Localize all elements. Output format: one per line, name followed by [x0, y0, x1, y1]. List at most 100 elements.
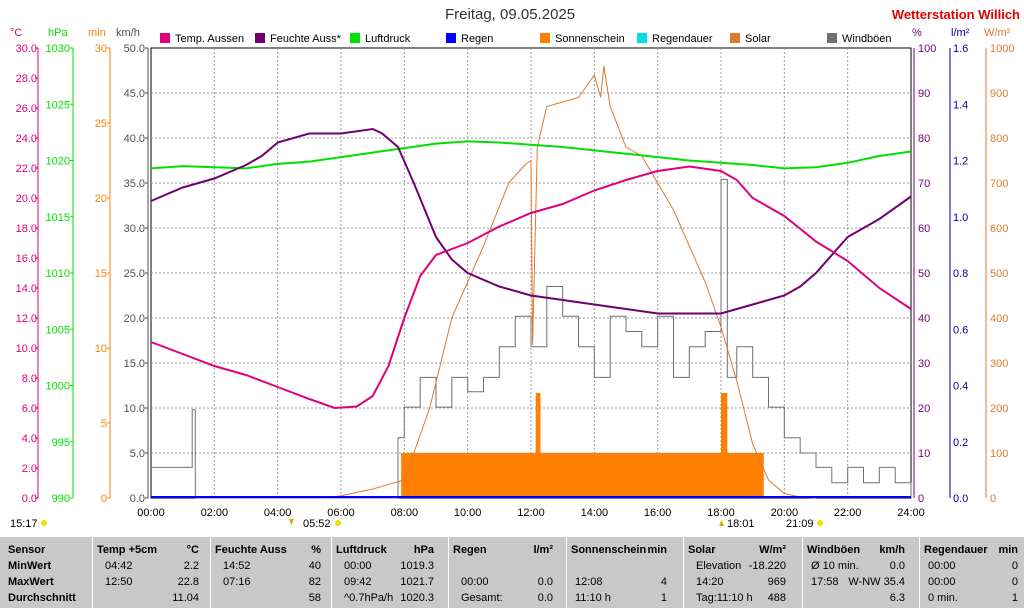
stats-unit: °C: [186, 544, 199, 556]
stats-value: 1019.3: [400, 560, 434, 572]
legend-label: Regendauer: [652, 33, 713, 45]
stats-value: 4: [660, 576, 667, 588]
axis-tick-temp: 0.0: [22, 493, 37, 505]
stats-unit: min: [998, 544, 1018, 556]
axis-tick-humidity: 70: [918, 178, 930, 190]
stats-unit: min: [647, 544, 667, 556]
axis-tick-temp: 2.0: [22, 463, 37, 475]
stats-col-rainduration: Regendauer min 00:00 0 00:00 0 0 min. 1: [919, 537, 1024, 608]
axis-tick-pressure: 990: [52, 493, 70, 505]
station-name: Wetterstation Willich: [891, 7, 1020, 22]
stats-unit: W/m²: [759, 544, 786, 556]
axis-tick-temp: 8.0: [22, 373, 37, 385]
legend-label: Solar: [745, 33, 771, 45]
axis-tick-humidity: 100: [918, 43, 936, 55]
x-axis-tick: 00:00: [137, 507, 165, 519]
axis-tick-temp: 10.0: [16, 343, 37, 355]
axis-tick-solar: 400: [990, 313, 1008, 325]
axis-tick-minutes: 0: [101, 493, 107, 505]
axis-tick-temp: 30.0: [16, 43, 37, 55]
series-sonnenschein-area: [401, 393, 764, 498]
sun-icon: [41, 520, 47, 526]
x-axis-tick: 22:00: [834, 507, 862, 519]
axis-tick-humidity: 80: [918, 133, 930, 145]
legend-label: Regen: [461, 33, 493, 45]
axis-tick-minutes: 20: [95, 193, 107, 205]
axis-tick-humidity: 0: [918, 493, 924, 505]
axis-tick-temp: 6.0: [22, 403, 37, 415]
axis-tick-pressure: 1020: [46, 156, 70, 168]
stats-time: Ø 10 min.: [811, 560, 859, 572]
axis-tick-humidity: 50: [918, 268, 930, 280]
stats-col-sensor: Sensor MinWert MaxWert Durchschnitt: [8, 537, 88, 608]
stats-value: 1: [1011, 592, 1018, 604]
stats-time: Tag:11:10 h: [696, 592, 753, 604]
stats-row-label: Durchschnitt: [8, 592, 76, 604]
axis-tick-rain: 1.6: [953, 43, 968, 55]
axis-tick-wind: 35.0: [124, 178, 145, 190]
axis-tick-rain: 0.2: [953, 437, 968, 449]
axis-tick-minutes: 15: [95, 268, 107, 280]
stats-unit: l/m²: [533, 544, 553, 556]
page-title: Freitag, 09.05.2025: [445, 6, 576, 23]
stats-time: 12:08: [575, 576, 603, 588]
stats-value: 0.0: [537, 576, 553, 588]
axis-unit-pressure: hPa: [48, 27, 68, 39]
stats-value: 0.0: [537, 592, 553, 604]
stats-time: Gesamt:: [461, 592, 503, 604]
axis-tick-rain: 0.6: [953, 324, 968, 336]
axis-tick-minutes: 10: [95, 343, 107, 355]
stats-time: 11:10 h: [575, 592, 611, 604]
axis-tick-rain: 0.0: [953, 493, 968, 505]
axis-tick-wind: 45.0: [124, 88, 145, 100]
stats-header: Sensor: [8, 544, 46, 556]
axis-tick-temp: 24.0: [16, 133, 37, 145]
axis-tick-temp: 18.0: [16, 223, 37, 235]
sunrise-arrow-icon: [289, 519, 294, 525]
stats-row-label: MinWert: [8, 560, 52, 572]
axis-tick-pressure: 1000: [46, 381, 70, 393]
stats-col-rain: Regen l/m² 00:00 0.0 Gesamt: 0.0: [448, 537, 559, 608]
legend-swatch: [637, 33, 647, 43]
stats-value: -18.220: [748, 560, 786, 572]
stats-value: 0.0: [889, 560, 905, 572]
marker-sunset-label: 21:09: [786, 518, 814, 530]
stats-value: 969: [767, 576, 786, 588]
legend-swatch: [540, 33, 550, 43]
axis-tick-solar: 200: [990, 403, 1008, 415]
x-axis-tick: 02:00: [201, 507, 229, 519]
axis-unit-minutes: min: [88, 27, 106, 39]
stats-header: Regen: [453, 544, 487, 556]
axis-unit-solar: W/m²: [984, 27, 1011, 39]
legend-label: Sonnenschein: [555, 33, 625, 45]
axis-tick-pressure: 1005: [46, 324, 70, 336]
legend-label: Feuchte Auss*: [270, 33, 342, 45]
stats-time: 00:00: [461, 576, 489, 588]
axis-tick-humidity: 10: [918, 448, 930, 460]
axis-tick-rain: 0.8: [953, 268, 968, 280]
x-axis-tick: 18:00: [707, 507, 735, 519]
x-axis-tick: 14:00: [581, 507, 609, 519]
legend-swatch: [827, 33, 837, 43]
stats-row-label: MaxWert: [8, 576, 54, 588]
stats-col-press: Luftdruck hPa 00:00 1019.3 09:42 1021.7 ^0.7hP…: [331, 537, 440, 608]
axis-tick-minutes: 5: [101, 418, 107, 430]
x-axis-tick: 20:00: [771, 507, 799, 519]
stats-time: 14:52: [223, 560, 251, 572]
legend-swatch: [446, 33, 456, 43]
x-axis-tick: 12:00: [517, 507, 545, 519]
stats-time: 14:20: [696, 576, 724, 588]
legend-label: Luftdruck: [365, 33, 411, 45]
axis-tick-wind: 20.0: [124, 313, 145, 325]
axis-tick-rain: 0.4: [953, 381, 968, 393]
axis-tick-wind: 0.0: [130, 493, 145, 505]
legend-swatch: [730, 33, 740, 43]
legend-label: Temp. Aussen: [175, 33, 244, 45]
stats-time: ^0.7hPa/h: [344, 592, 394, 604]
stats-time: 12:50: [105, 576, 133, 588]
stats-time: 0 min.: [928, 592, 958, 604]
stats-time: 07:16: [223, 576, 251, 588]
stats-time: 04:42: [105, 560, 133, 572]
axis-tick-temp: 14.0: [16, 283, 37, 295]
